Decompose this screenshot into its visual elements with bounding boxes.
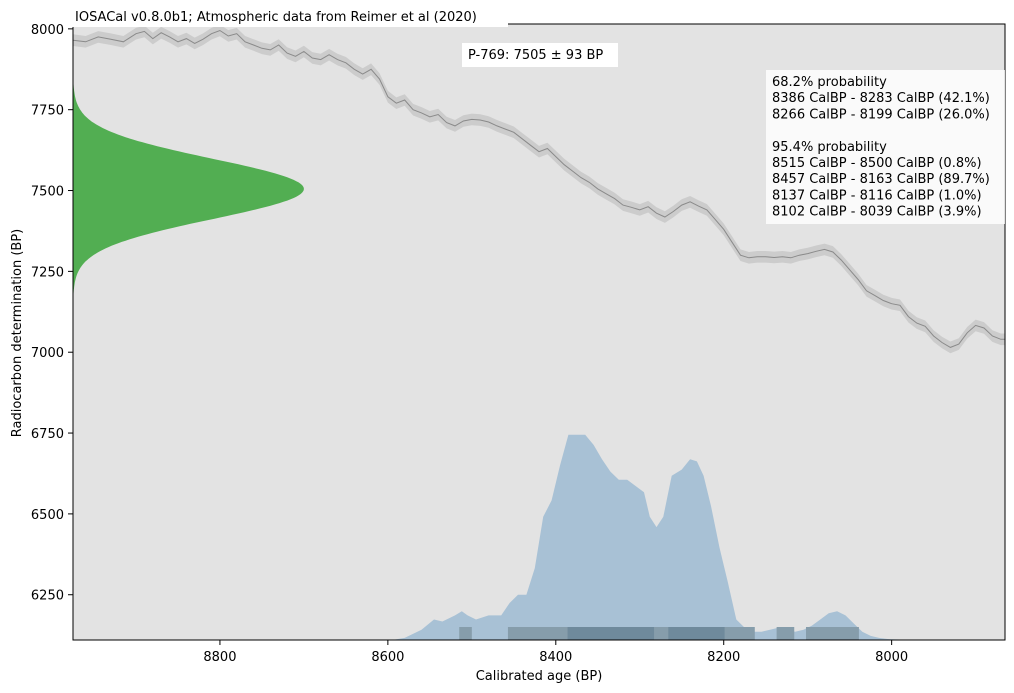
interval-95-bar: [806, 627, 859, 640]
x-axis-ticks: 8800 8600 8400 8200 8000: [203, 640, 908, 665]
y-axis-label: Radiocarbon determination (BP): [10, 229, 25, 437]
interval-68-bar: [668, 627, 725, 640]
annotation-line: 68.2% probability: [772, 75, 887, 90]
x-tick-label: 8400: [539, 650, 572, 665]
annotation-line: 95.4% probability: [772, 140, 887, 155]
x-tick-label: 8000: [875, 650, 908, 665]
y-tick-label: 7250: [31, 265, 64, 280]
chart-title: IOSACal v0.8.0b1; Atmospheric data from …: [75, 10, 477, 25]
annotation-line: 8266 CalBP - 8199 CalBP (26.0%): [772, 107, 990, 122]
interval-95-bar: [776, 627, 795, 640]
calibrated-distribution: [392, 434, 913, 640]
annotation-line: 8515 CalBP - 8500 CalBP (0.8%): [772, 156, 982, 171]
x-tick-label: 8600: [371, 650, 404, 665]
plot-frame: [72, 23, 1006, 641]
y-tick-label: 8000: [31, 23, 64, 38]
radiocarbon-gaussian: [73, 68, 304, 310]
y-tick-label: 7750: [31, 104, 64, 119]
y-tick-label: 6750: [31, 427, 64, 442]
annotation-line: 8386 CalBP - 8283 CalBP (42.1%): [772, 91, 990, 106]
calibration-curve: [73, 24, 1005, 354]
y-axis-ticks: 6250 6500 6750 7000 7250 7500 7750 8000: [31, 23, 73, 604]
y-tick-label: 7000: [31, 346, 64, 361]
annotation-line: 8102 CalBP - 8039 CalBP (3.9%): [772, 205, 982, 220]
sample-label-box: [462, 43, 618, 67]
title-box: [72, 7, 508, 27]
probability-intervals: [459, 627, 859, 640]
y-tick-label: 6500: [31, 508, 64, 523]
x-axis-label: Calibrated age (BP): [476, 669, 603, 684]
calibration-band: [73, 24, 1005, 354]
annotation-box: [766, 70, 1005, 224]
calibration-line: [73, 29, 1005, 348]
y-tick-label: 7500: [31, 185, 64, 200]
annotation-line: 8137 CalBP - 8116 CalBP (1.0%): [772, 188, 982, 203]
calibrated-distribution-area: [392, 434, 913, 640]
y-tick-label: 6250: [31, 589, 64, 604]
x-tick-label: 8800: [203, 650, 236, 665]
interval-95-bar: [459, 627, 472, 640]
annotation-line: 8457 CalBP - 8163 CalBP (89.7%): [772, 172, 990, 187]
x-tick-label: 8200: [707, 650, 740, 665]
radiocarbon-distribution: [73, 68, 304, 310]
interval-68-bar: [567, 627, 655, 640]
sample-label: P-769: 7505 ± 93 BP: [468, 48, 603, 63]
